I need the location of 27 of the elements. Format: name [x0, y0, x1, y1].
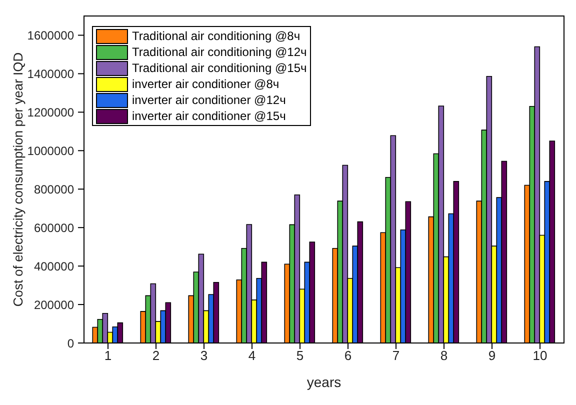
legend-label: inverter air conditioner @12ч [132, 92, 286, 108]
legend-label: inverter air conditioner @8ч [132, 76, 280, 92]
x-tick-label: 4 [248, 348, 256, 364]
y-tick-label: 800000 [34, 182, 74, 196]
y-axis-title: Cost of electricity consumption per year IQD [10, 52, 26, 307]
y-tick-label: 1600000 [27, 28, 74, 42]
y-tick-label: 200000 [34, 298, 74, 312]
y-tick-label: 1200000 [27, 105, 74, 120]
legend-label: inverter air conditioner @15ч [132, 108, 286, 124]
x-tick-label: 3 [200, 348, 208, 364]
x-tick-label: 2 [152, 348, 160, 364]
x-tick-label: 8 [440, 348, 448, 364]
x-tick-label: 9 [488, 348, 496, 364]
y-tick-label: 1400000 [27, 66, 74, 81]
y-tick-label: 400000 [34, 259, 74, 274]
legend-label: Traditional air conditioning @8ч [132, 28, 300, 44]
y-tick-label: 600000 [34, 220, 74, 235]
legend-label: Traditional air conditioning @12ч [132, 44, 307, 60]
y-tick-label: 1000000 [27, 144, 74, 158]
x-tick-label: 10 [532, 348, 548, 364]
legend-label: Traditional air conditioning @15ч [132, 60, 307, 76]
x-axis-title: years [306, 374, 342, 390]
x-tick-label: 7 [392, 348, 400, 364]
x-tick-label: 5 [296, 348, 304, 364]
x-tick-label: 6 [344, 348, 352, 364]
x-tick-label: 1 [104, 348, 112, 364]
y-tick-label: 0 [67, 336, 74, 350]
